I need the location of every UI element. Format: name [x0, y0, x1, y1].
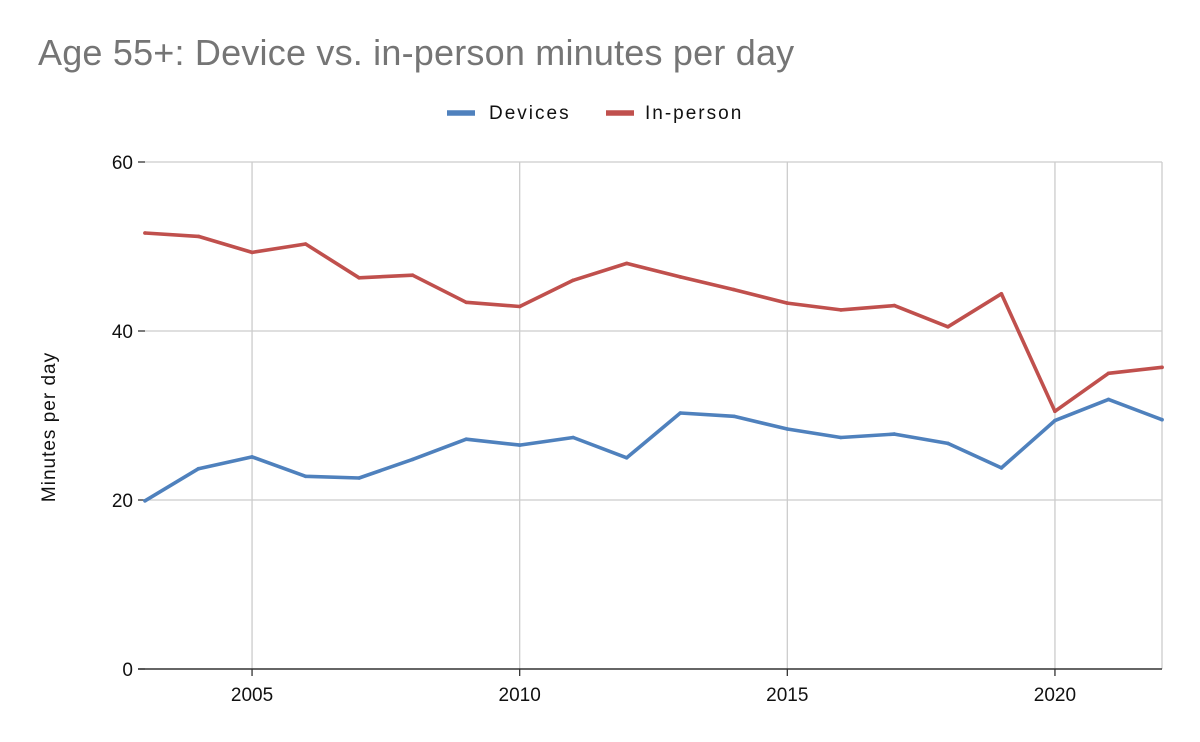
x-tick-label: 2010	[499, 685, 541, 706]
x-tick-label: 2015	[766, 685, 808, 706]
data-point-in-person	[1160, 365, 1164, 370]
data-point-in-person	[732, 287, 736, 292]
data-point-in-person	[1106, 371, 1111, 376]
x-tick-label: 2005	[231, 685, 273, 706]
y-tick-label: 60	[112, 153, 133, 174]
x-tick-label: 2020	[1034, 685, 1076, 706]
data-point-in-person	[143, 231, 147, 235]
data-point-devices	[1053, 418, 1057, 423]
data-point-in-person	[464, 300, 469, 305]
data-point-devices	[303, 474, 308, 479]
data-point-devices	[143, 499, 147, 503]
data-point-in-person	[1053, 409, 1057, 414]
y-tick-label: 20	[112, 491, 133, 512]
data-point-devices	[624, 456, 629, 460]
data-point-in-person	[678, 275, 683, 279]
axes	[138, 161, 1162, 676]
data-point-devices	[1160, 417, 1164, 422]
data-point-in-person	[892, 303, 897, 308]
data-point-devices	[839, 435, 843, 440]
data-point-devices	[732, 414, 736, 419]
series-lines	[143, 231, 1164, 503]
grid-lines	[145, 161, 1163, 669]
data-point-devices	[517, 443, 522, 447]
data-point-devices	[250, 455, 254, 459]
data-point-in-person	[517, 304, 522, 309]
data-point-in-person	[999, 292, 1004, 296]
data-point-devices	[946, 441, 950, 446]
data-point-in-person	[946, 325, 950, 329]
data-point-devices	[1106, 397, 1111, 402]
series-line-in-person	[143, 231, 1164, 414]
data-point-devices	[999, 466, 1004, 470]
data-point-in-person	[785, 301, 790, 305]
data-point-in-person	[571, 278, 575, 283]
data-point-in-person	[357, 276, 361, 280]
data-point-devices	[571, 435, 575, 440]
data-point-devices	[892, 432, 897, 436]
y-tick-label: 0	[122, 660, 133, 681]
data-point-in-person	[839, 308, 843, 312]
data-point-devices	[196, 466, 201, 471]
data-point-in-person	[303, 242, 308, 246]
data-point-devices	[785, 427, 790, 431]
legend-label-devices: Devices	[489, 103, 571, 124]
data-point-devices	[357, 476, 361, 480]
data-point-in-person	[250, 250, 254, 255]
data-point-in-person	[410, 273, 415, 278]
data-point-devices	[464, 437, 469, 442]
y-axis-label: Minutes per day	[39, 352, 60, 502]
tick-labels: 0 20 40 60 2005 2010 2015 2020	[112, 153, 1076, 706]
data-point-devices	[678, 411, 683, 415]
legend-label-in-person: In-person	[645, 103, 743, 124]
data-point-in-person	[624, 261, 629, 266]
legend: Devices In-person	[447, 103, 743, 124]
series-line-devices	[143, 397, 1164, 503]
data-point-in-person	[196, 234, 201, 239]
data-point-devices	[410, 457, 415, 462]
y-tick-label: 40	[112, 322, 133, 343]
chart-title: Age 55+: Device vs. in-person minutes pe…	[38, 32, 795, 73]
